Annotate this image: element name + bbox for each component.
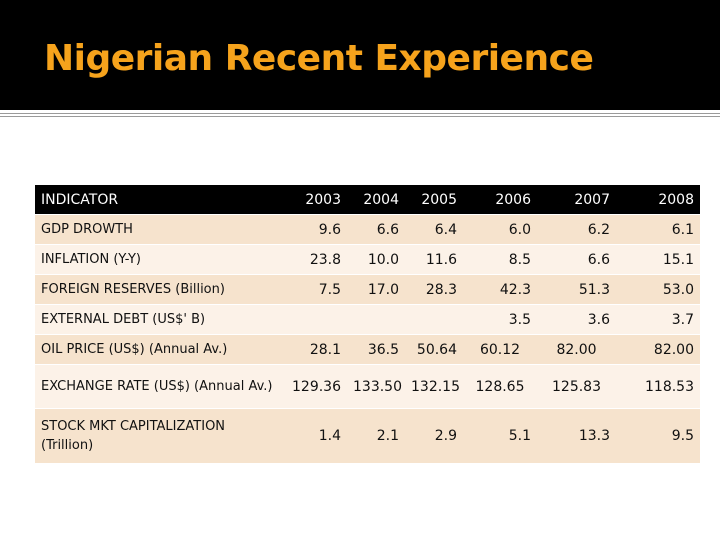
table-row-gdp-growth: GDP DROWTH 9.6 6.6 6.4 6.0 6.2 6.1 [35,214,700,245]
cell-value: 13.3 [537,408,616,463]
row-label: INFLATION (Y-Y) [35,244,281,275]
cell-value: 51.3 [537,274,616,305]
cell-value: 128.65 [463,364,537,409]
table-row-inflation: INFLATION (Y-Y) 23.8 10.0 11.6 8.5 6.6 1… [35,244,700,275]
cell-value: 9.5 [616,408,700,463]
table-row-foreign-reserves: FOREIGN RESERVES (Billion) 7.5 17.0 28.3… [35,274,700,305]
header-year-2005: 2005 [405,185,463,215]
cell-value: 6.6 [537,244,616,275]
header-year-2008: 2008 [616,185,700,215]
divider-top [0,113,720,114]
divider-bottom [0,116,720,117]
cell-value: 60.12 [463,334,537,365]
title-band: Nigerian Recent Experience [0,0,720,110]
table-row-external-debt: EXTERNAL DEBT (US$' B) 3.5 3.6 3.7 [35,304,700,335]
row-label: EXCHANGE RATE (US$) (Annual Av.) [35,364,281,409]
cell-value: 50.64 [405,334,463,365]
cell-value: 5.1 [463,408,537,463]
cell-value: 82.00 [537,334,616,365]
cell-value: 1.4 [281,408,347,463]
cell-value: 10.0 [347,244,405,275]
cell-value: 17.0 [347,274,405,305]
cell-value: 2.1 [347,408,405,463]
cell-value: 2.9 [405,408,463,463]
cell-value: 3.7 [616,304,700,335]
cell-value: 23.8 [281,244,347,275]
cell-value: 3.5 [463,304,537,335]
cell-value: 36.5 [347,334,405,365]
cell-value: 6.0 [463,214,537,245]
table-row-oil-price: OIL PRICE (US$) (Annual Av.) 28.1 36.5 5… [35,334,700,365]
header-year-2007: 2007 [537,185,616,215]
row-label: FOREIGN RESERVES (Billion) [35,274,281,305]
cell-value [281,304,347,335]
cell-value: 6.2 [537,214,616,245]
row-label: GDP DROWTH [35,214,281,245]
row-label: EXTERNAL DEBT (US$' B) [35,304,281,335]
cell-value: 82.00 [616,334,700,365]
cell-value: 133.50 [347,364,405,409]
table-row-exchange-rate: EXCHANGE RATE (US$) (Annual Av.) 129.36 … [35,364,700,409]
cell-value: 8.5 [463,244,537,275]
cell-value: 129.36 [281,364,347,409]
cell-value: 3.6 [537,304,616,335]
cell-value: 7.5 [281,274,347,305]
cell-value: 53.0 [616,274,700,305]
header-year-2004: 2004 [347,185,405,215]
indicator-table: INDICATOR 2003 2004 2005 2006 2007 2008 … [35,185,700,463]
table-header-row: INDICATOR 2003 2004 2005 2006 2007 2008 [35,185,700,215]
cell-value: 15.1 [616,244,700,275]
cell-value: 118.53 [616,364,700,409]
cell-value: 28.1 [281,334,347,365]
row-label: OIL PRICE (US$) (Annual Av.) [35,334,281,365]
cell-value: 125.83 [537,364,616,409]
cell-value [347,304,405,335]
cell-value: 42.3 [463,274,537,305]
cell-value: 6.4 [405,214,463,245]
cell-value: 132.15 [405,364,463,409]
slide-title: Nigerian Recent Experience [44,38,594,79]
cell-value: 11.6 [405,244,463,275]
cell-value: 6.1 [616,214,700,245]
header-indicator: INDICATOR [35,185,281,215]
header-year-2006: 2006 [463,185,537,215]
cell-value: 28.3 [405,274,463,305]
cell-value: 6.6 [347,214,405,245]
table-row-stock-market-cap: STOCK MKT CAPITALIZATION (Trillion) 1.4 … [35,408,700,463]
cell-value [405,304,463,335]
row-label: STOCK MKT CAPITALIZATION (Trillion) [35,408,281,463]
header-year-2003: 2003 [281,185,347,215]
cell-value: 9.6 [281,214,347,245]
